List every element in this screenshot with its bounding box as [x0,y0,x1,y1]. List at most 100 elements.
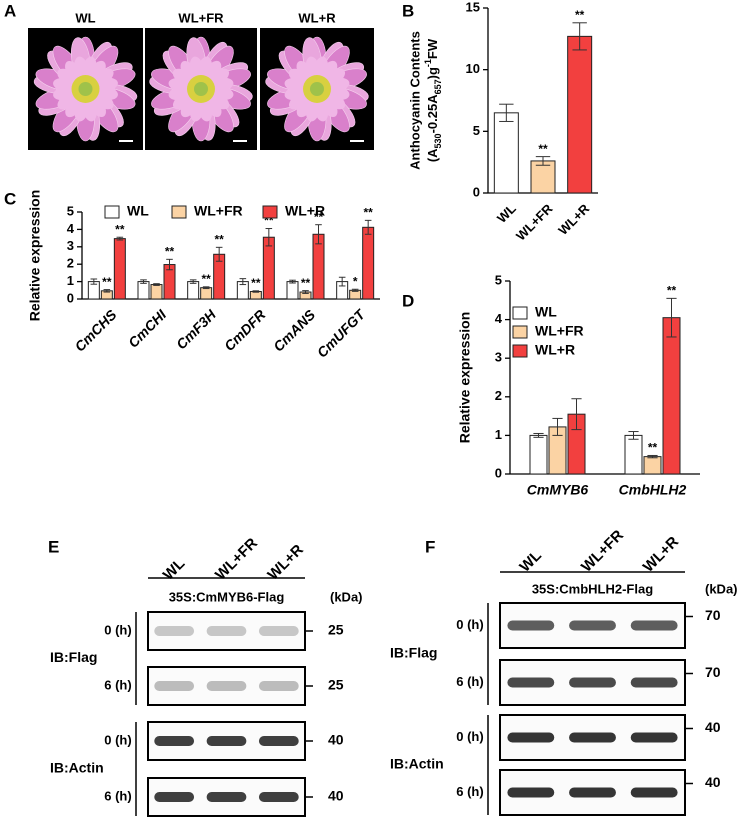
error-bar [289,279,296,284]
band [569,732,616,743]
y-axis-label: Anthocyanin Contents [407,31,422,170]
photo-label: WL [75,10,95,25]
group-label: IB:Flag [50,649,97,665]
y-tick-label: 2 [495,388,502,403]
significance-label: ** [648,441,658,455]
significance-label: ** [538,142,548,156]
unit-label: (kDa) [705,581,738,596]
significance-label: ** [165,244,175,258]
time-label: 6 (h) [456,784,483,799]
legend-label: WL [535,304,557,320]
flower-photo [28,28,143,150]
band [206,792,247,802]
y-tick-label: 0 [473,184,480,199]
legend-swatch [512,306,528,320]
band [569,677,616,688]
bar [187,281,200,300]
error-bar [572,22,587,51]
significance-label: ** [115,222,125,236]
error-bar [666,297,677,338]
band [630,677,678,688]
band [569,787,616,798]
lane-label: WL+FR [578,527,627,576]
bar [362,226,375,300]
blot-image [147,666,306,706]
error-bar [571,398,582,431]
bar [624,434,643,475]
y-axis-label-part: -1 [423,59,433,67]
significance-label: ** [264,214,274,228]
blot-image [147,611,306,651]
y-tick-label: 5 [473,123,480,138]
band [258,736,299,746]
band [258,681,299,691]
bar [529,434,548,475]
band [154,626,195,636]
x-tick-label: CmCHI [125,306,170,351]
x-tick-label: WL [494,201,519,226]
y-axis-label-part: (A [425,148,440,162]
panel-letter: F [425,537,435,556]
photo-label: WL+R [298,10,336,25]
group-label: IB:Actin [390,756,444,772]
y-tick-label: 4 [67,221,75,236]
marker-label: 25 [328,677,344,693]
legend-swatch [512,325,528,339]
marker-label: 40 [328,788,344,804]
photo-label: WL+FR [178,10,224,25]
bar [662,317,681,475]
y-tick-label: 3 [67,238,74,253]
flower-center-inner [310,82,324,96]
x-tick-label: CmF3H [173,306,220,353]
legend-swatch [171,205,187,219]
panel-letter: E [48,537,59,556]
error-bar [265,228,273,247]
group-label: IB:Actin [50,760,104,776]
marker-label: 40 [705,719,721,735]
band [258,626,299,636]
error-bar [351,288,359,292]
marker-label: 25 [328,622,344,638]
legend-label: WL+R [285,203,325,219]
y-tick-label: 4 [495,311,503,326]
y-tick-label: 10 [466,61,480,76]
bar [262,236,275,300]
marker-label: 40 [328,732,344,748]
error-bar [647,454,658,459]
bar [113,238,126,300]
y-tick-label: 5 [67,203,74,218]
construct-label: 35S:CmbHLH2-Flag [532,581,653,596]
x-tick-label: WL+R [555,201,592,238]
error-bar [140,279,147,284]
bar [200,287,213,300]
lane-label: WL+R [640,533,682,575]
band [630,620,678,631]
band [154,792,195,802]
legend-swatch [262,205,278,219]
x-tick-label: CmMYB6 [527,482,589,498]
flower-center-inner [78,82,93,96]
error-bar [215,246,223,262]
band [507,677,555,688]
x-tick-label: CmDFR [221,306,269,354]
y-axis-label: Relative expression [27,190,43,322]
y-axis-label-part: FW [425,38,440,59]
marker-label: 70 [705,664,721,680]
marker-label: 70 [705,607,721,623]
error-bar [153,283,160,286]
significance-label: ** [251,276,261,290]
band [507,620,555,631]
band [630,732,678,743]
time-label: 6 (h) [456,674,483,689]
y-tick-label: 1 [67,273,74,288]
error-bar [166,258,173,271]
unit-label: (kDa) [330,589,363,604]
time-label: 0 (h) [456,617,483,632]
y-axis-label-part: 530 [433,133,443,148]
lane-label: WL+FR [212,535,261,584]
error-bar [628,431,639,440]
band [206,681,247,691]
significance-label: ** [301,276,311,290]
error-bar [315,224,322,245]
error-bar [499,103,514,122]
